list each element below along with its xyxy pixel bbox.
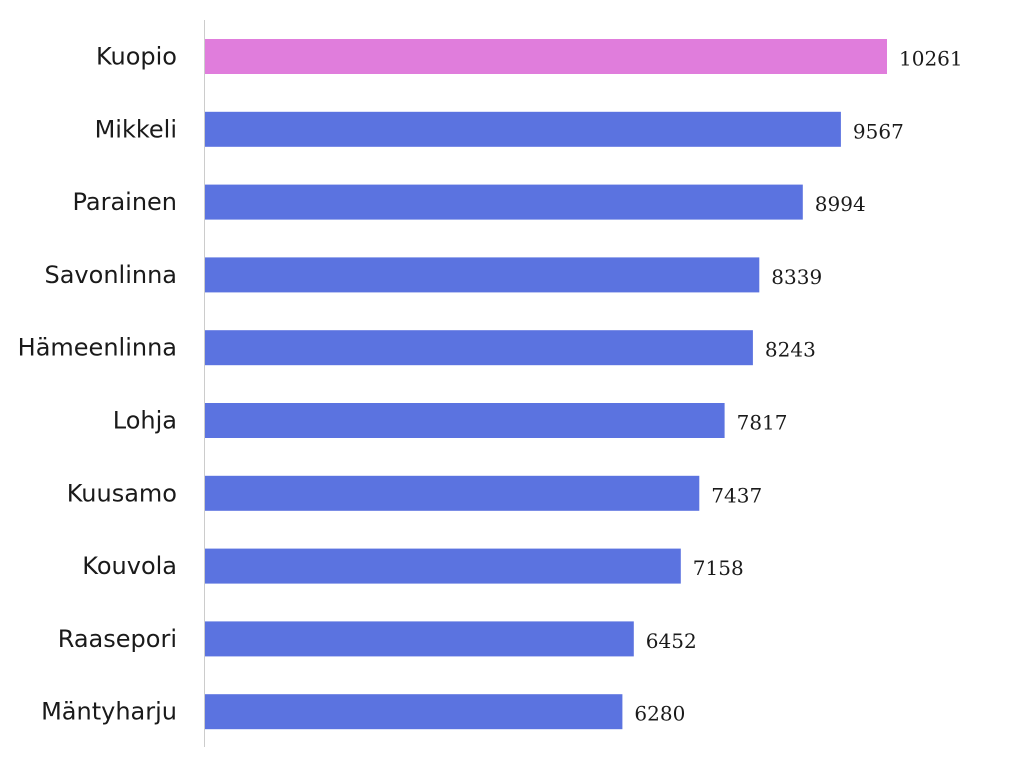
value-label: 7437: [711, 483, 762, 507]
category-label: Parainen: [72, 188, 177, 216]
bar-mäntyharju: [205, 694, 623, 730]
bar-mikkeli: [205, 111, 841, 147]
value-label: 8994: [815, 192, 866, 216]
category-label: Savonlinna: [44, 261, 177, 289]
value-label: 8339: [771, 265, 822, 289]
category-label: Kouvola: [82, 552, 177, 580]
category-labels: Kuopio Mikkeli Parainen Savonlinna Hämeenlin…: [18, 43, 177, 726]
category-label: Hämeenlinna: [18, 334, 177, 362]
value-label: 6280: [634, 702, 685, 726]
value-labels: 10261 9567 8994 8339 8243 7817 7437 7158 6452 628…: [634, 47, 962, 726]
category-label: Raasepori: [58, 625, 177, 653]
bar-kouvola: [205, 548, 681, 584]
bar-kuusamo: [205, 475, 700, 511]
category-label: Kuopio: [96, 43, 177, 71]
category-label: Mäntyharju: [41, 698, 177, 726]
bar-kuopio: [205, 39, 887, 74]
value-label: 7158: [693, 556, 744, 580]
bar-group: [205, 39, 887, 730]
value-label: 6452: [646, 629, 697, 653]
category-label: Kuusamo: [67, 479, 177, 507]
bar-raasepori: [205, 621, 634, 657]
value-label: 7817: [737, 411, 788, 435]
value-label: 10261: [899, 47, 963, 71]
value-label: 9567: [853, 119, 904, 143]
value-label: 8243: [765, 338, 816, 362]
bar-hämeenlinna: [205, 330, 753, 366]
category-label: Mikkeli: [95, 115, 177, 143]
bar-savonlinna: [205, 257, 760, 293]
bar-parainen: [205, 184, 803, 220]
category-label: Lohja: [113, 407, 177, 435]
bar-lohja: [205, 403, 725, 438]
